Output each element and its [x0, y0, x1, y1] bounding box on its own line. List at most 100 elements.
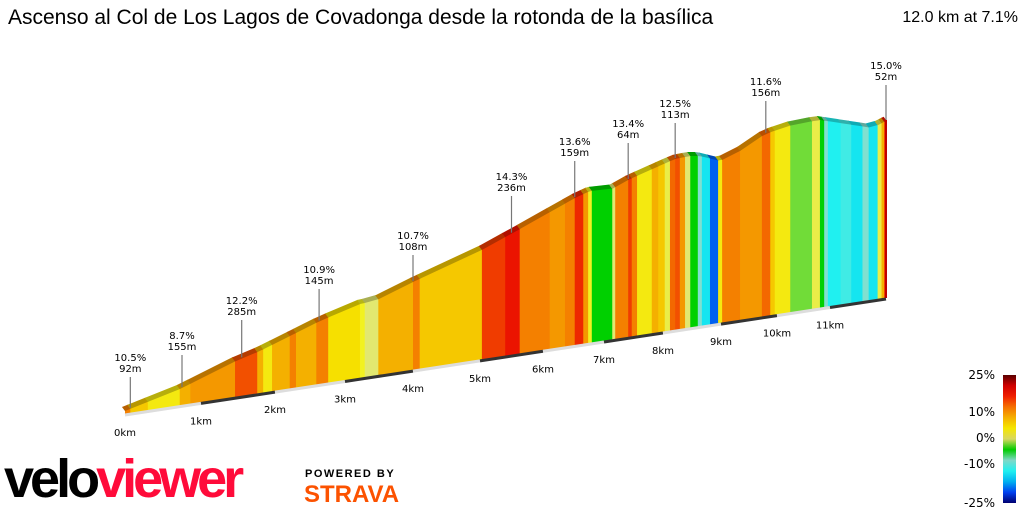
- tick-label-2km: 2km: [264, 405, 286, 416]
- annotation-gradient: 15.0%: [870, 61, 902, 72]
- gradient-stripe: [709, 157, 719, 325]
- gradient-stripe: [637, 168, 653, 336]
- annotation-gradient: 13.6%: [559, 137, 591, 148]
- profile-top-face: [416, 245, 483, 279]
- annotation-gradient: 14.3%: [496, 172, 528, 183]
- axis-km-segment: [200, 390, 276, 405]
- profile-top-face: [821, 116, 829, 122]
- tick-label-3km: 3km: [334, 394, 356, 405]
- profile-top-shade: [837, 119, 852, 125]
- gradient-stripe: [877, 121, 883, 300]
- legend-label: 0%: [976, 431, 995, 445]
- profile-top-face: [719, 146, 741, 160]
- gradient-stripe: [549, 202, 566, 350]
- axis-km-segment: [603, 331, 664, 344]
- profile-top-edge: [122, 116, 887, 411]
- profile-top-shade: [816, 116, 825, 121]
- gradient-stripe: [574, 192, 584, 346]
- profile-top-shade: [655, 159, 666, 167]
- profile-top-face: [694, 152, 703, 157]
- gradient-stripe: [316, 316, 329, 385]
- legend-label: 10%: [968, 405, 995, 419]
- gradient-stripe: [631, 174, 638, 337]
- profile-top-face: [232, 347, 258, 362]
- tick-label-6km: 6km: [532, 364, 554, 375]
- gradient-stripe: [761, 131, 771, 317]
- gradient-stripe: [147, 387, 181, 411]
- gradient-stripe: [690, 155, 699, 328]
- profile-top-shade: [313, 313, 329, 323]
- axis-km-segment: [479, 349, 544, 363]
- profile-top-face: [865, 120, 879, 128]
- gradient-stripe: [257, 348, 264, 394]
- profile-top-shade: [821, 116, 829, 122]
- annotation-gradient: 10.5%: [114, 353, 146, 364]
- profile-top-face: [758, 128, 771, 137]
- gradient-stripe: [235, 350, 258, 398]
- profile-top-face: [612, 175, 629, 188]
- annotation-length: 155m: [168, 342, 197, 353]
- tick-label-9km: 9km: [710, 337, 732, 348]
- profile-top-face: [361, 295, 379, 304]
- axis-km-segment: [124, 401, 202, 417]
- tick-label-5km: 5km: [469, 374, 491, 385]
- annotation-length: 52m: [875, 72, 897, 83]
- profile-top-face: [715, 155, 723, 161]
- profile-top-shade: [737, 131, 763, 151]
- gradient-stripe: [481, 235, 506, 360]
- gradient-stripe: [628, 176, 633, 338]
- gradient-stripe: [272, 334, 291, 392]
- gradient-legend: 25% 10% 0% -10% -25%: [964, 368, 1016, 510]
- tick-label-10km: 10km: [763, 329, 791, 340]
- gradient-stripe: [179, 382, 191, 406]
- profile-top-shade: [286, 328, 297, 337]
- profile-top-face: [293, 318, 317, 333]
- gradient-stripe: [564, 196, 576, 347]
- profile-top-shade: [824, 117, 842, 124]
- profile-top-shade: [694, 152, 703, 157]
- axis-km-segment: [412, 359, 481, 373]
- axis-km-segment: [776, 306, 831, 318]
- profile-top-face: [269, 331, 291, 345]
- gradient-stripe: [359, 301, 366, 379]
- gradient-stripe: [824, 119, 829, 308]
- gradient-stripe: [679, 155, 686, 330]
- annotation-length: 159m: [560, 148, 589, 159]
- axis-km-segment: [274, 379, 346, 394]
- gradient-stripe: [790, 120, 813, 313]
- profile-top-face: [588, 184, 613, 191]
- profile-top-shade: [269, 331, 291, 345]
- gradient-stripe: [658, 162, 666, 333]
- annotation-gradient: 8.7%: [169, 331, 194, 342]
- profile-top-face: [655, 159, 666, 167]
- profile-top-shade: [361, 295, 379, 304]
- gradient-stripe: [701, 155, 711, 327]
- tick-label-1km: 1km: [190, 416, 212, 427]
- strava-logo: STRAVA: [304, 481, 400, 508]
- gradient-stripe: [722, 149, 741, 323]
- profile-top-shade: [715, 155, 723, 161]
- profile-top-shade: [612, 175, 629, 188]
- profile-top-face: [878, 117, 885, 124]
- gradient-stripe: [615, 178, 629, 340]
- annotation-gradient: 11.6%: [750, 77, 782, 88]
- annotation-gradient: 12.5%: [659, 99, 691, 110]
- profile-top-face: [313, 313, 329, 323]
- gradient-stripe: [881, 120, 885, 299]
- profile-top-face: [824, 117, 842, 124]
- profile-top-face: [585, 186, 593, 192]
- annotation-gradient: 10.9%: [303, 265, 335, 276]
- gradient-stripe: [263, 343, 273, 393]
- gradient-annotations: 10.5%92m8.7%155m12.2%285m10.9%145m10.7%1…: [114, 61, 902, 408]
- annotation-length: 92m: [119, 364, 141, 375]
- profile-top-face: [771, 121, 791, 131]
- profile-top-shade: [588, 184, 613, 191]
- profile-top-face: [859, 122, 870, 128]
- profile-top-shade: [561, 193, 576, 204]
- profile-top-shade: [260, 340, 273, 350]
- gradient-stripe: [413, 277, 421, 371]
- distance-tick-labels: 0km 1km 2km 3km 4km 5km 6km 7km 8km 9km 10km 11km: [114, 321, 844, 439]
- gradient-stripe: [378, 280, 414, 376]
- profile-top-shade: [585, 186, 593, 192]
- profile-top-face: [546, 199, 566, 213]
